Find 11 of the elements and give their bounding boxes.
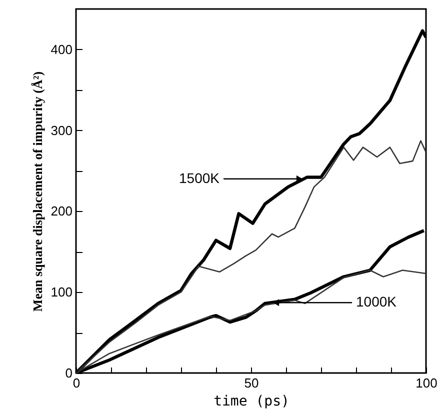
y-tick-label: 200 xyxy=(50,204,72,219)
y-tick-label: 300 xyxy=(50,122,72,138)
annotation: 1500K xyxy=(179,170,220,186)
y-tick-label: 400 xyxy=(50,42,72,57)
y-tick-label: 0 xyxy=(65,366,72,380)
y-tick-label: 100 xyxy=(50,284,72,300)
x-tick-label: 50 xyxy=(244,376,259,390)
x-tick-label: 100 xyxy=(416,376,438,390)
x-axis-title: time (ps) xyxy=(214,394,290,410)
y-axis-title: Mean square displacement of impurity (Å²) xyxy=(30,71,45,312)
annotation: 1000K xyxy=(356,294,398,310)
